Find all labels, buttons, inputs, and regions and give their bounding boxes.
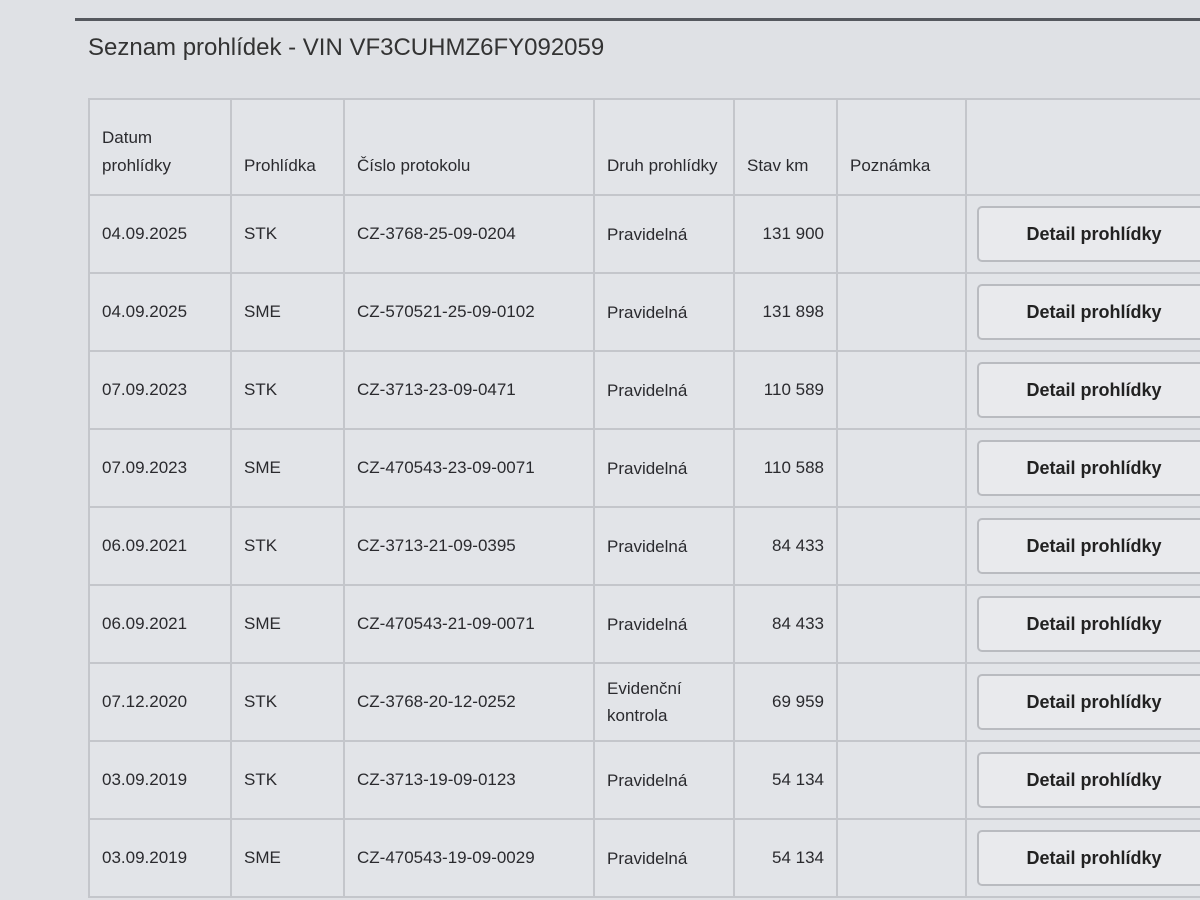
table-row: 07.09.2023 SME CZ-470543-23-09-0071 Pravide… <box>88 428 1200 508</box>
cell-km: 131 900 <box>733 194 838 274</box>
cell-actions: Detail prohlídky <box>965 584 1200 664</box>
detail-button[interactable]: Detail prohlídky <box>977 596 1200 652</box>
cell-date: 03.09.2019 <box>88 818 232 898</box>
cell-note <box>836 740 967 820</box>
table-row: 03.09.2019 SME CZ-470543-19-09-0029 Pravide… <box>88 818 1200 898</box>
table-row: 07.12.2020 STK CZ-3768-20-12-0252 Evidenční… <box>88 662 1200 742</box>
table-row: 06.09.2021 SME CZ-470543-21-09-0071 Pravide… <box>88 584 1200 664</box>
col-inspection: Prohlídka <box>230 98 345 196</box>
cell-protocol: CZ-3713-19-09-0123 <box>343 740 595 820</box>
cell-actions: Detail prohlídky <box>965 350 1200 430</box>
cell-inspection: SME <box>230 272 345 352</box>
cell-kind: Pravidelná <box>593 584 735 664</box>
detail-button[interactable]: Detail prohlídky <box>977 284 1200 340</box>
col-actions <box>965 98 1200 196</box>
cell-date: 03.09.2019 <box>88 740 232 820</box>
cell-actions: Detail prohlídky <box>965 818 1200 898</box>
cell-kind: Pravidelná <box>593 506 735 586</box>
cell-protocol: CZ-3713-23-09-0471 <box>343 350 595 430</box>
col-note: Poznámka <box>836 98 967 196</box>
table-row: 04.09.2025 SME CZ-570521-25-09-0102 Pravide… <box>88 272 1200 352</box>
detail-button[interactable]: Detail prohlídky <box>977 752 1200 808</box>
cell-km: 131 898 <box>733 272 838 352</box>
cell-protocol: CZ-3768-25-09-0204 <box>343 194 595 274</box>
cell-date: 07.09.2023 <box>88 428 232 508</box>
cell-inspection: SME <box>230 428 345 508</box>
cell-inspection: STK <box>230 662 345 742</box>
cell-km: 54 134 <box>733 818 838 898</box>
cell-kind: Pravidelná <box>593 350 735 430</box>
inspections-table: Datum prohlídky Prohlídka Číslo protokol… <box>88 98 1200 898</box>
table-header: Datum prohlídky Prohlídka Číslo protokol… <box>88 98 1200 196</box>
cell-km: 84 433 <box>733 584 838 664</box>
cell-km: 110 588 <box>733 428 838 508</box>
cell-protocol: CZ-3768-20-12-0252 <box>343 662 595 742</box>
detail-button[interactable]: Detail prohlídky <box>977 362 1200 418</box>
cell-protocol: CZ-470543-19-09-0029 <box>343 818 595 898</box>
detail-button[interactable]: Detail prohlídky <box>977 206 1200 262</box>
cell-km: 110 589 <box>733 350 838 430</box>
cell-actions: Detail prohlídky <box>965 662 1200 742</box>
cell-actions: Detail prohlídky <box>965 506 1200 586</box>
table-row: 07.09.2023 STK CZ-3713-23-09-0471 Pravideln… <box>88 350 1200 430</box>
cell-note <box>836 584 967 664</box>
table-row: 06.09.2021 STK CZ-3713-21-09-0395 Pravideln… <box>88 506 1200 586</box>
cell-note <box>836 194 967 274</box>
cell-inspection: SME <box>230 584 345 664</box>
cell-inspection: STK <box>230 194 345 274</box>
cell-inspection: SME <box>230 818 345 898</box>
cell-note <box>836 506 967 586</box>
cell-kind: Pravidelná <box>593 818 735 898</box>
cell-actions: Detail prohlídky <box>965 272 1200 352</box>
table-row: 03.09.2019 STK CZ-3713-19-09-0123 Pravideln… <box>88 740 1200 820</box>
detail-button[interactable]: Detail prohlídky <box>977 830 1200 886</box>
cell-inspection: STK <box>230 506 345 586</box>
cell-inspection: STK <box>230 350 345 430</box>
cell-inspection: STK <box>230 740 345 820</box>
cell-note <box>836 350 967 430</box>
cell-kind: Pravidelná <box>593 272 735 352</box>
detail-button[interactable]: Detail prohlídky <box>977 518 1200 574</box>
col-kind: Druh prohlídky <box>593 98 735 196</box>
cell-date: 04.09.2025 <box>88 272 232 352</box>
cell-kind: Pravidelná <box>593 740 735 820</box>
cell-note <box>836 428 967 508</box>
top-divider <box>75 18 1200 21</box>
cell-date: 04.09.2025 <box>88 194 232 274</box>
cell-kind: Pravidelná <box>593 194 735 274</box>
cell-actions: Detail prohlídky <box>965 194 1200 274</box>
cell-note <box>836 272 967 352</box>
table-row: 04.09.2025 STK CZ-3768-25-09-0204 Pravideln… <box>88 194 1200 274</box>
cell-protocol: CZ-3713-21-09-0395 <box>343 506 595 586</box>
cell-km: 54 134 <box>733 740 838 820</box>
cell-protocol: CZ-570521-25-09-0102 <box>343 272 595 352</box>
cell-protocol: CZ-470543-21-09-0071 <box>343 584 595 664</box>
cell-km: 84 433 <box>733 506 838 586</box>
cell-note <box>836 818 967 898</box>
cell-note <box>836 662 967 742</box>
col-km: Stav km <box>733 98 838 196</box>
cell-actions: Detail prohlídky <box>965 428 1200 508</box>
page-title: Seznam prohlídek - VIN VF3CUHMZ6FY092059 <box>88 34 605 61</box>
detail-button[interactable]: Detail prohlídky <box>977 674 1200 730</box>
cell-date: 06.09.2021 <box>88 506 232 586</box>
col-date: Datum prohlídky <box>88 98 232 196</box>
cell-date: 06.09.2021 <box>88 584 232 664</box>
col-protocol: Číslo protokolu <box>343 98 595 196</box>
cell-date: 07.09.2023 <box>88 350 232 430</box>
cell-kind: Pravidelná <box>593 428 735 508</box>
detail-button[interactable]: Detail prohlídky <box>977 440 1200 496</box>
cell-date: 07.12.2020 <box>88 662 232 742</box>
cell-kind: Evidenční kontrola <box>593 662 735 742</box>
cell-actions: Detail prohlídky <box>965 740 1200 820</box>
cell-protocol: CZ-470543-23-09-0071 <box>343 428 595 508</box>
cell-km: 69 959 <box>733 662 838 742</box>
